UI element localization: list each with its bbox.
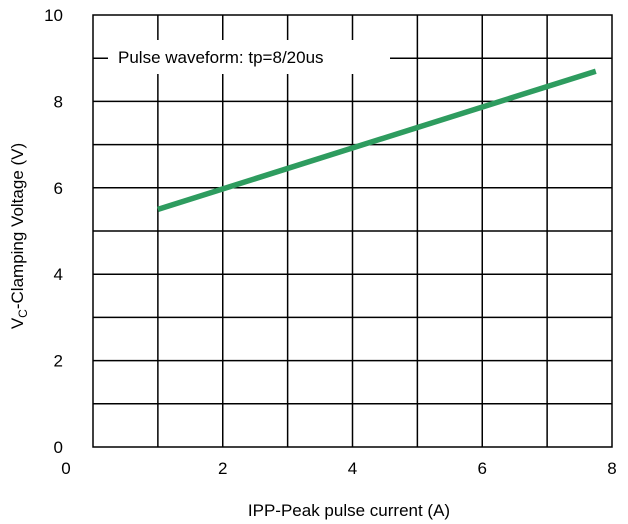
series-layer bbox=[157, 68, 597, 213]
x-tick-label: 0 bbox=[61, 459, 70, 478]
y-tick-label: 6 bbox=[54, 179, 63, 198]
y-tick-label: 10 bbox=[44, 6, 63, 25]
axes bbox=[92, 14, 613, 448]
y-axis-label: VC-Clamping Voltage (V) bbox=[8, 143, 30, 329]
x-tick-label: 4 bbox=[348, 459, 357, 478]
y-tick-label: 0 bbox=[54, 438, 63, 457]
y-axis-label-rest: -Clamping Voltage (V) bbox=[8, 143, 27, 309]
x-tick-label: 6 bbox=[478, 459, 487, 478]
annotation-text: Pulse waveform: tp=8/20us bbox=[118, 48, 324, 67]
y-axis-label-main: V bbox=[8, 317, 27, 329]
y-tick-label: 8 bbox=[54, 92, 63, 111]
y-tick-label: 2 bbox=[54, 352, 63, 371]
annotation-background bbox=[108, 40, 390, 74]
x-tick-labels: 0 2 4 6 8 bbox=[61, 459, 616, 478]
y-axis-label-subscript: C bbox=[16, 309, 30, 318]
x-tick-label: 2 bbox=[218, 459, 227, 478]
y-tick-label: 4 bbox=[54, 265, 63, 284]
series-line bbox=[157, 68, 597, 213]
y-tick-labels: 0 2 4 6 8 10 bbox=[44, 6, 63, 457]
x-axis-label: IPP-Peak pulse current (A) bbox=[248, 501, 450, 520]
plot-frame bbox=[92, 14, 613, 448]
grid bbox=[93, 15, 612, 447]
x-tick-label: 8 bbox=[607, 459, 616, 478]
